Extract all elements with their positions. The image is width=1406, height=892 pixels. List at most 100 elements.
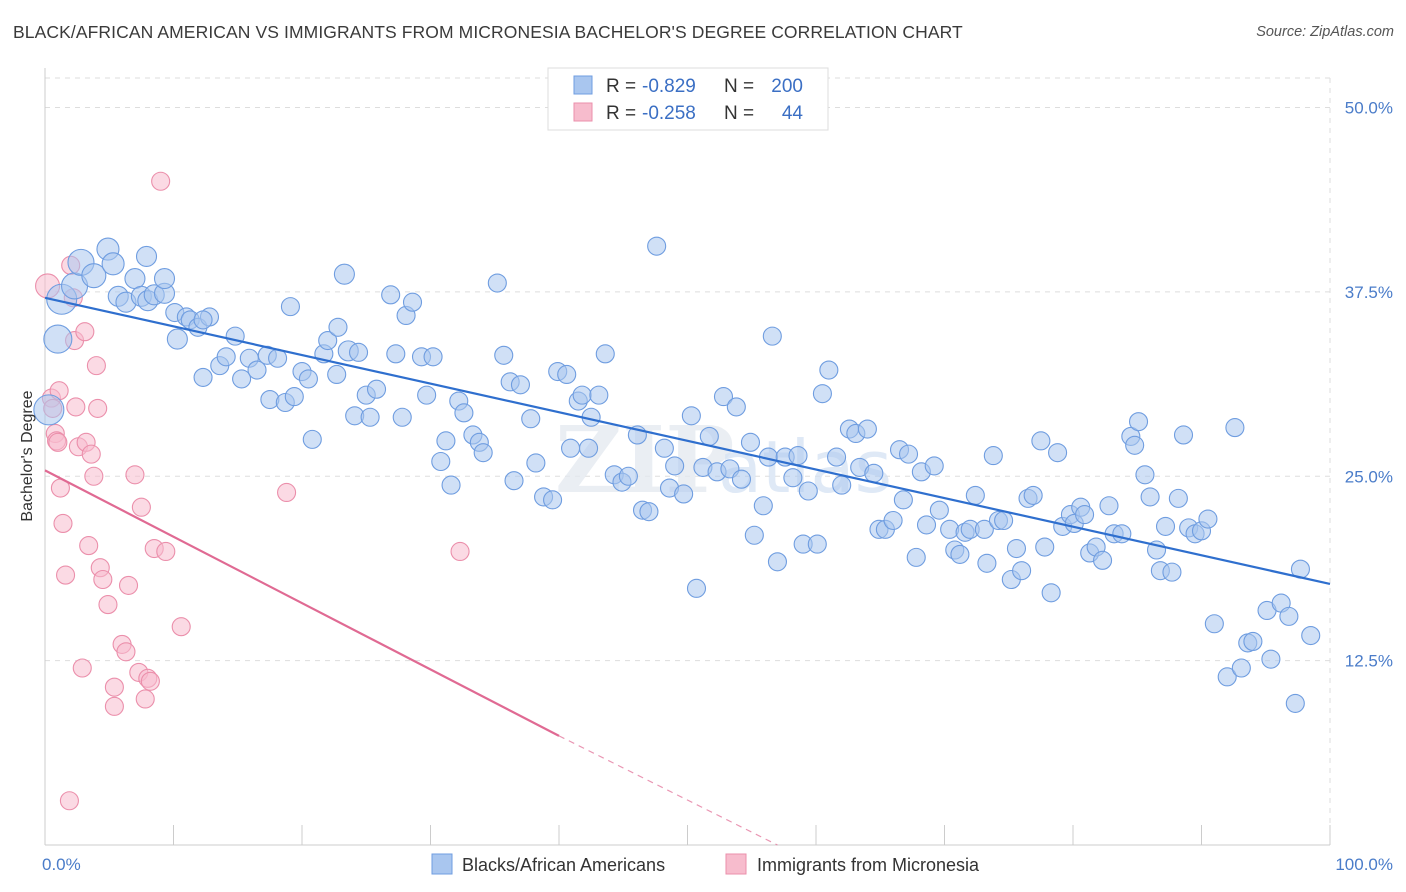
micronesia-point-14 [66, 397, 86, 417]
y-tick-labels: 12.5% 25.0% 37.5% 50.0% [1345, 99, 1393, 671]
black-point-176 [1162, 562, 1182, 582]
black-point-104 [731, 469, 752, 489]
micronesia-point-41 [171, 617, 191, 637]
micronesia-point-5 [48, 432, 68, 452]
legend-r-label-1: R = [606, 103, 636, 124]
black-point-112 [783, 468, 803, 488]
black-point-53 [392, 407, 412, 427]
x-tick-label-min: 0.0% [42, 855, 81, 874]
black-point-188 [1243, 631, 1263, 652]
black-point-7 [101, 252, 125, 276]
black-point-171 [1135, 465, 1155, 485]
bottom-legend-swatch-micronesia [725, 853, 747, 875]
black-point-183 [1204, 614, 1224, 634]
micronesia-point-34 [131, 497, 151, 517]
micronesia-point-39 [151, 171, 171, 191]
black-point-49 [360, 407, 380, 427]
chart-source: Source: ZipAtlas.com [1256, 24, 1394, 40]
black-point-193 [1285, 693, 1305, 713]
legend-r-label-0: R = [606, 76, 636, 97]
legend-n-value-0: 200 [771, 76, 803, 97]
micronesia-point-28 [104, 677, 124, 697]
black-point-24 [193, 367, 213, 387]
black-point-57 [417, 385, 437, 405]
micronesia-point-9 [56, 565, 76, 585]
black-point-143 [974, 519, 994, 539]
black-point-39 [302, 429, 322, 449]
black-point-169 [1125, 435, 1145, 455]
black-point-16 [153, 268, 176, 290]
black-point-99 [699, 426, 719, 446]
micronesia-point-40 [156, 541, 176, 562]
black-point-30 [247, 360, 267, 380]
black-african-american-points [33, 236, 1321, 713]
black-point-55 [402, 292, 423, 312]
micronesia-point-37 [140, 671, 160, 691]
legend-r-value-0: -0.829 [642, 76, 696, 97]
black-point-192 [1279, 606, 1299, 626]
black-point-105 [740, 432, 761, 452]
black-point-117 [812, 384, 832, 404]
black-point-186 [1231, 658, 1251, 678]
micronesia-point-35 [135, 689, 155, 709]
black-point-103 [726, 397, 746, 417]
micronesia-point-16 [72, 658, 92, 678]
black-point-60 [436, 431, 456, 451]
black-point-139 [950, 544, 970, 564]
black-point-150 [1012, 561, 1032, 581]
black-point-23 [193, 310, 213, 330]
black-point-38 [298, 369, 318, 389]
black-point-119 [827, 447, 847, 467]
bottom-legend-swatch-black [431, 853, 453, 875]
black-point-35 [280, 297, 300, 317]
black-point-73 [526, 453, 546, 473]
legend-swatch-pink [573, 102, 593, 122]
bottom-legend-label-micronesia: Immigrants from Micronesia [757, 855, 980, 875]
black-point-75 [543, 490, 563, 510]
black-point-156 [1048, 443, 1068, 463]
black-point-182 [1198, 509, 1218, 529]
micronesia-point-26 [98, 595, 118, 615]
black-point-91 [647, 236, 667, 256]
black-point-83 [589, 385, 609, 405]
black-point-164 [1093, 550, 1113, 570]
micronesia-points [35, 171, 470, 811]
axes [44, 68, 1331, 846]
y-tick-label-2: 37.5% [1345, 283, 1393, 302]
black-point-41 [318, 330, 338, 351]
legend-swatch-blue [573, 75, 593, 95]
trendlines [44, 296, 1331, 846]
legend-n-label-1: N = [724, 103, 754, 124]
black-point-135 [924, 456, 944, 476]
black-point-147 [994, 510, 1014, 531]
black-point-124 [857, 419, 877, 439]
black-point-155 [1041, 583, 1061, 603]
black-point-10 [124, 268, 146, 290]
black-point-61 [441, 475, 461, 495]
micronesia-point-19 [79, 536, 99, 556]
black-point-131 [898, 444, 919, 464]
black-point-72 [521, 409, 541, 429]
black-point-0 [33, 394, 65, 426]
black-point-161 [1075, 505, 1095, 525]
black-point-145 [983, 446, 1003, 466]
black-point-59 [431, 451, 451, 472]
black-point-81 [579, 438, 599, 458]
black-point-95 [674, 484, 694, 504]
black-point-18 [166, 328, 188, 350]
black-point-190 [1261, 649, 1281, 669]
micronesia-point-27 [104, 696, 124, 716]
micronesia-point-30 [116, 642, 136, 662]
black-point-118 [819, 360, 839, 380]
legend-n-value-1: 44 [782, 103, 804, 124]
black-point-94 [665, 456, 685, 476]
chart-title: BLACK/AFRICAN AMERICAN VS IMMIGRANTS FRO… [13, 22, 963, 42]
black-point-144 [977, 553, 997, 573]
black-point-116 [807, 534, 827, 554]
black-point-120 [832, 475, 852, 495]
black-point-101 [713, 387, 734, 407]
black-point-78 [561, 438, 581, 458]
black-point-107 [753, 496, 773, 516]
black-point-195 [1301, 625, 1321, 646]
black-point-13 [135, 245, 158, 268]
